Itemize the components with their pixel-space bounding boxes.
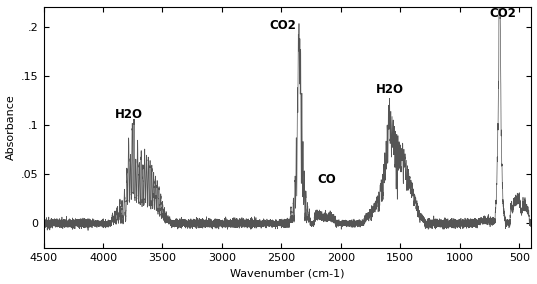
Y-axis label: Absorbance: Absorbance (5, 95, 16, 160)
Text: H2O: H2O (115, 108, 143, 121)
Text: CO: CO (317, 173, 336, 186)
X-axis label: Wavenumber (cm-1): Wavenumber (cm-1) (230, 268, 345, 278)
Text: CO2: CO2 (269, 18, 296, 32)
Text: CO2: CO2 (489, 7, 516, 20)
Text: H2O: H2O (375, 83, 404, 95)
